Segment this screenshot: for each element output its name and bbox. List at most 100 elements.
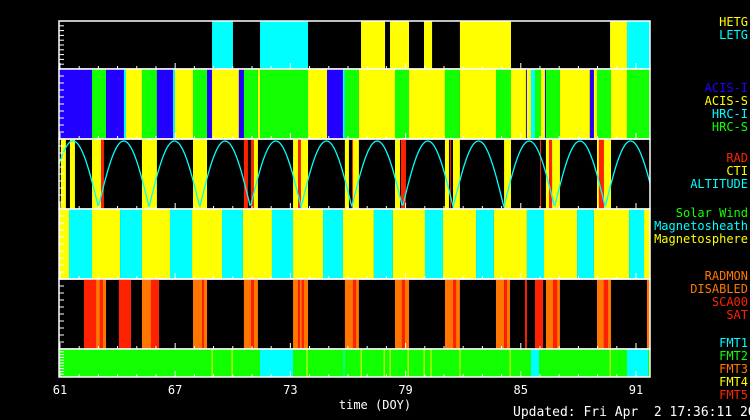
x-tick-label: 85 — [513, 383, 528, 397]
legend-entry: HRC-S — [711, 120, 748, 134]
radmon-segment — [545, 279, 554, 349]
legend-entry: ALTITUDE — [690, 177, 748, 191]
radiation-segment — [300, 139, 309, 209]
radiation-segment — [101, 139, 104, 209]
radmon-segment — [96, 279, 100, 349]
grating-segment — [424, 21, 433, 69]
radmon-segment — [83, 279, 97, 349]
environment-segment — [577, 209, 594, 279]
format-segment — [383, 349, 385, 377]
instrument-segment — [395, 69, 410, 139]
grating-legend: HETG LETG — [719, 16, 748, 42]
radmon-segment — [557, 279, 560, 349]
instrument-segment — [193, 69, 208, 139]
radmon-legend: RADMON DISABLED SCA00 SAT — [690, 270, 748, 322]
environment-segment — [271, 209, 294, 279]
environment-segment — [342, 209, 374, 279]
instrument-segment — [260, 69, 309, 139]
instrument-segment — [238, 69, 244, 139]
x-tick-label: 79 — [398, 383, 413, 397]
radiation-segment — [539, 139, 541, 209]
updated-timestamp: Updated: Fri Apr 2 17:36:11 2004 — [513, 405, 750, 420]
radmon-segment — [553, 279, 558, 349]
instrument-segment — [174, 69, 194, 139]
environment-segment — [526, 209, 545, 279]
environment-segment — [141, 209, 170, 279]
legend-entry: DISABLED — [690, 282, 748, 296]
instrument-legend: ACIS-I ACIS-S HRC-I HRC-S — [705, 82, 748, 134]
radiation-segment — [453, 139, 460, 209]
legend-entry: RADMON — [704, 269, 748, 283]
radiation-segment — [395, 139, 401, 209]
environment-legend: Solar Wind Magnetosheath Magnetosphere — [654, 207, 748, 246]
radiation-segment — [298, 139, 301, 209]
radmon-segment — [504, 279, 507, 349]
radmon-segment — [534, 279, 544, 349]
radmon-segment — [456, 279, 460, 349]
instrument-segment — [496, 69, 511, 139]
legend-entry: Solar Wind — [675, 206, 748, 220]
environment-segment — [392, 209, 425, 279]
x-tick-label: 91 — [628, 383, 644, 397]
instrument-segment — [540, 69, 545, 139]
legend-entry: LETG — [719, 28, 748, 42]
format-segment — [231, 349, 233, 377]
instrument-segment — [308, 69, 328, 139]
instrument-segment — [510, 69, 526, 139]
legend-entry: Magnetosheath — [654, 219, 748, 233]
format-segment — [260, 349, 294, 377]
instrument-segment — [126, 69, 142, 139]
legend-entry: SCA00 — [711, 295, 748, 309]
radmon-segment — [352, 279, 357, 349]
radiation-segment — [449, 139, 451, 209]
instrument-segment — [611, 69, 627, 139]
format-segment — [459, 349, 461, 377]
environment-segment — [644, 209, 650, 279]
radmon-segment — [646, 279, 650, 349]
radmon-segment — [298, 279, 300, 349]
instrument-segment — [459, 69, 497, 139]
instrument-segment — [59, 69, 93, 139]
radiation-legend: RAD CTI ALTITUDE — [690, 152, 748, 191]
radmon-segment — [141, 279, 151, 349]
radiation-segment — [597, 139, 599, 209]
radmon-segment — [203, 279, 208, 349]
legend-entry: HRC-I — [711, 107, 748, 121]
instrument-segment — [243, 69, 258, 139]
radmon-segment — [301, 279, 305, 349]
legend-entry: FMT4 — [719, 375, 748, 389]
x-axis-label: time (DOY) — [338, 398, 412, 412]
radiation-segment — [400, 139, 406, 209]
instrument-segment — [526, 69, 531, 139]
radmon-segment — [304, 279, 309, 349]
radiation-segment — [344, 139, 349, 209]
radmon-segment — [395, 279, 402, 349]
radiation-segment — [504, 139, 511, 209]
format-segment — [423, 349, 425, 377]
legend-entry: FMT5 — [719, 388, 748, 402]
radiation-segment — [444, 139, 449, 209]
format-segment — [343, 349, 345, 377]
legend-entry: HETG — [719, 15, 748, 29]
instrument-segment — [597, 69, 612, 139]
legend-entry: ACIS-S — [704, 94, 748, 108]
grating-segment — [626, 21, 650, 69]
format-legend: FMT1 FMT2 FMT3 FMT4 FMT5 — [719, 337, 748, 402]
legend-entry: FMT1 — [719, 336, 748, 350]
instrument-segment — [525, 69, 527, 139]
format-segment — [530, 349, 540, 377]
legend-entry: Magnetosphere — [654, 232, 748, 246]
legend-entry: FMT3 — [719, 362, 748, 376]
radiation-segment — [193, 139, 208, 209]
format-segment — [626, 349, 649, 377]
instrument-segment — [106, 69, 124, 139]
radiation-segment — [603, 139, 612, 209]
radmon-segment — [293, 279, 299, 349]
radmon-segment — [607, 279, 612, 349]
instrument-segment — [530, 69, 535, 139]
environment-segment — [242, 209, 272, 279]
instrument-segment — [534, 69, 541, 139]
environment-segment — [424, 209, 444, 279]
environment-segment — [443, 209, 477, 279]
